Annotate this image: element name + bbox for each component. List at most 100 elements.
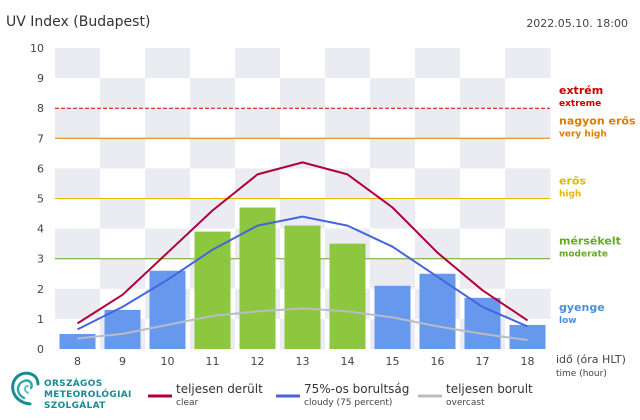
x-tick-label: 12	[251, 355, 265, 368]
plot-bg-cell	[415, 48, 461, 79]
level-sublabel: high	[559, 190, 581, 200]
legend-sublabel-clear: clear	[176, 398, 199, 408]
plot-bg-cell	[325, 48, 371, 79]
plot-bg-cell	[55, 48, 101, 79]
plot-bg-cell	[280, 108, 326, 139]
x-tick-label: 10	[161, 355, 175, 368]
x-tick-label: 17	[476, 355, 490, 368]
plot-bg-cell	[415, 198, 461, 230]
plot-bg-cell	[325, 138, 371, 169]
level-label: gyenge	[559, 301, 605, 314]
uv-bar	[239, 207, 276, 349]
plot-bg-cell	[190, 108, 236, 139]
plot-bg-cell	[190, 168, 236, 199]
plot-bg-cell	[325, 108, 371, 139]
uv-bar	[194, 231, 231, 349]
series-line	[76, 161, 529, 325]
legend-label-overcast: teljesen borult	[446, 382, 533, 396]
level-sublabel: very high	[559, 129, 607, 139]
plot-bg-cell	[100, 168, 146, 199]
chart-datetime: 2022.05.10. 18:00	[526, 17, 628, 30]
plot-bg-cell	[370, 168, 416, 199]
y-tick-label: 6	[37, 162, 44, 175]
plot-bg-cell	[325, 198, 371, 230]
plot-bg-cell	[100, 108, 146, 139]
level-label: erős	[559, 175, 586, 188]
plot-bg-cell	[190, 48, 236, 79]
plot-bg-cell	[100, 48, 146, 79]
y-tick-label: 5	[37, 193, 44, 206]
plot-bg-cell	[505, 288, 551, 320]
legend-sublabel-overcast: overcast	[446, 398, 485, 408]
bars	[59, 207, 546, 349]
plot-bg-cell	[460, 78, 506, 109]
level-sublabel: moderate	[559, 250, 608, 260]
plot-bg-cell	[145, 48, 191, 79]
plot-bg-cell	[370, 108, 416, 139]
level-label: mérsékelt	[559, 235, 621, 248]
legend-sublabel-cloudy: cloudy (75 percent)	[304, 398, 392, 408]
plot-bg-cell	[55, 138, 101, 169]
plot-bg-cell	[415, 168, 461, 199]
plot-bg-cell	[235, 138, 281, 169]
plot-bg-cell	[370, 138, 416, 169]
legend: teljesen derült clear 75%-os borultság c…	[148, 382, 533, 408]
chart-title: UV Index (Budapest)	[6, 14, 150, 30]
plot-bg-cell	[280, 48, 326, 79]
plot-bg-cell	[415, 78, 461, 109]
plot-bg-cell	[100, 228, 146, 260]
legend-item-cloudy: 75%-os borultság cloudy (75 percent)	[276, 382, 409, 408]
plot-bg-cell	[460, 228, 506, 260]
plot-bg-cell	[460, 138, 506, 169]
plot-bg-cell	[505, 108, 551, 139]
plot-bg-cell	[505, 168, 551, 199]
y-tick-label: 0	[37, 343, 44, 356]
series-line	[77, 307, 528, 341]
plot-bg-cell	[100, 258, 146, 290]
y-tick-label: 7	[37, 132, 44, 145]
plot-bg-cell	[505, 258, 551, 290]
plot-bg-cell	[145, 228, 191, 260]
logo-line-3: SZOLGÁLAT	[44, 399, 106, 411]
plot-bg-cell	[55, 78, 101, 109]
plot-bg-cell	[370, 48, 416, 79]
plot-bg-cell	[460, 258, 506, 290]
x-tick-label: 8	[74, 355, 81, 368]
x-tick-label: 16	[431, 355, 445, 368]
plot-bg-cell	[370, 258, 416, 290]
y-tick-label: 1	[37, 313, 44, 326]
series-lines	[76, 161, 529, 341]
x-tick-label: 15	[386, 355, 400, 368]
plot-bg-cell	[415, 108, 461, 139]
plot-bg-cell	[505, 48, 551, 79]
legend-item-clear: teljesen derült clear	[148, 382, 263, 408]
legend-label-cloudy: 75%-os borultság	[304, 382, 409, 396]
legend-label-clear: teljesen derült	[176, 382, 263, 396]
plot-bg-cell	[55, 108, 101, 139]
series-line	[77, 215, 528, 331]
y-tick-label: 3	[37, 253, 44, 266]
y-tick-label: 9	[37, 72, 44, 85]
uv-bar	[509, 324, 546, 349]
plot-bg-cell	[145, 168, 191, 199]
plot-bg-cell	[505, 138, 551, 169]
logo-line-1: ORSZÁGOS	[44, 377, 102, 389]
x-tick-label: 18	[521, 355, 535, 368]
plot-bg-cell	[280, 138, 326, 169]
y-tick-label: 10	[30, 42, 44, 55]
plot-bg-cell	[190, 78, 236, 109]
x-axis-ticks: 8 9 10 11 12 13 14 15 16 17 18	[74, 355, 535, 368]
uv-bar	[284, 225, 321, 349]
plot-bg-cell	[55, 288, 101, 320]
plot-bg-cell	[460, 48, 506, 79]
x-tick-label: 9	[119, 355, 126, 368]
plot-bg-cell	[460, 108, 506, 139]
y-tick-label: 2	[37, 283, 44, 296]
uv-bar	[329, 243, 366, 349]
plot-bg-cell	[505, 228, 551, 260]
plot-bg-cell	[100, 198, 146, 230]
plot-bg-cell	[55, 258, 101, 290]
legend-item-overcast: teljesen borult overcast	[418, 382, 533, 408]
plot-bg-cell	[415, 138, 461, 169]
y-axis-ticks: 0 1 2 3 4 5 6 7 8 9 10	[30, 42, 44, 356]
